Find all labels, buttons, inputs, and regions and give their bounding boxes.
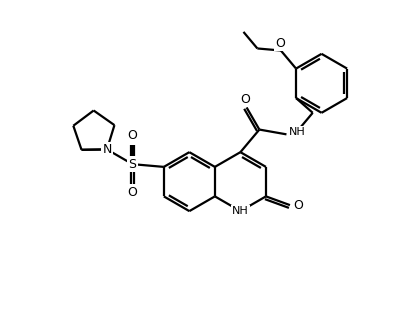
Text: N: N <box>102 143 111 156</box>
Text: O: O <box>293 199 303 212</box>
Text: O: O <box>128 129 137 142</box>
Text: O: O <box>128 186 137 199</box>
Text: NH: NH <box>232 206 249 216</box>
Text: O: O <box>241 93 250 106</box>
Text: S: S <box>129 158 136 171</box>
Text: NH: NH <box>289 128 306 137</box>
Text: O: O <box>275 37 285 50</box>
